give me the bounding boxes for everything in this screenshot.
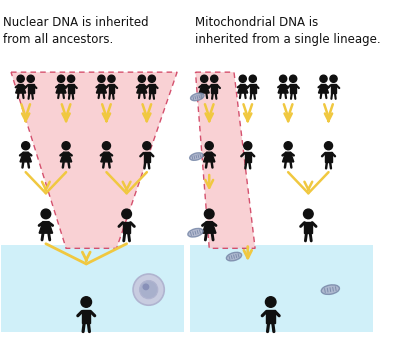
Ellipse shape	[227, 252, 242, 261]
Polygon shape	[304, 222, 312, 233]
Circle shape	[249, 75, 256, 82]
Circle shape	[211, 75, 218, 82]
Polygon shape	[82, 310, 90, 323]
Polygon shape	[250, 85, 256, 93]
Polygon shape	[123, 222, 130, 233]
Text: Nuclear DNA is inherited
from all ancestors.: Nuclear DNA is inherited from all ancest…	[3, 16, 148, 46]
Circle shape	[284, 142, 292, 150]
Polygon shape	[97, 85, 106, 93]
Polygon shape	[11, 72, 177, 248]
Polygon shape	[39, 222, 53, 233]
Polygon shape	[196, 72, 255, 248]
Bar	[1, 245, 184, 332]
Circle shape	[62, 142, 70, 150]
Polygon shape	[330, 85, 336, 93]
Polygon shape	[61, 152, 72, 162]
Circle shape	[265, 297, 276, 307]
Circle shape	[303, 209, 313, 219]
Circle shape	[27, 75, 34, 82]
Polygon shape	[267, 310, 275, 323]
Circle shape	[102, 142, 110, 150]
Circle shape	[205, 142, 213, 150]
Circle shape	[138, 75, 145, 82]
Circle shape	[41, 209, 51, 219]
Circle shape	[280, 75, 287, 82]
Circle shape	[133, 274, 164, 305]
Polygon shape	[137, 85, 147, 93]
Polygon shape	[144, 152, 150, 162]
Circle shape	[139, 280, 158, 299]
Circle shape	[143, 142, 151, 150]
Circle shape	[58, 75, 65, 82]
Circle shape	[290, 75, 297, 82]
Circle shape	[201, 75, 208, 82]
Circle shape	[122, 209, 131, 219]
Circle shape	[98, 75, 105, 82]
Polygon shape	[202, 222, 216, 233]
Circle shape	[67, 75, 75, 82]
Polygon shape	[211, 85, 217, 93]
Circle shape	[142, 283, 149, 290]
Circle shape	[17, 75, 24, 82]
Polygon shape	[109, 85, 115, 93]
Polygon shape	[290, 85, 296, 93]
Text: Mitochondrial DNA is
inherited from a single lineage.: Mitochondrial DNA is inherited from a si…	[196, 16, 381, 46]
Polygon shape	[149, 85, 155, 93]
Polygon shape	[199, 85, 209, 93]
Ellipse shape	[191, 93, 204, 101]
Ellipse shape	[190, 153, 203, 160]
Polygon shape	[204, 152, 215, 162]
Polygon shape	[238, 85, 248, 93]
Polygon shape	[245, 152, 251, 162]
Polygon shape	[20, 152, 31, 162]
Circle shape	[239, 75, 246, 82]
Polygon shape	[68, 85, 74, 93]
Circle shape	[204, 209, 214, 219]
Polygon shape	[325, 152, 332, 162]
Polygon shape	[56, 85, 66, 93]
Circle shape	[330, 75, 337, 82]
Polygon shape	[319, 85, 328, 93]
Circle shape	[148, 75, 155, 82]
Circle shape	[324, 142, 333, 150]
Polygon shape	[28, 85, 34, 93]
Polygon shape	[278, 85, 288, 93]
Ellipse shape	[188, 228, 203, 237]
Polygon shape	[16, 85, 26, 93]
Circle shape	[244, 142, 252, 150]
Polygon shape	[283, 152, 294, 162]
Bar	[190, 245, 373, 332]
Circle shape	[22, 142, 30, 150]
Circle shape	[108, 75, 115, 82]
Circle shape	[81, 297, 92, 307]
Polygon shape	[101, 152, 112, 162]
Ellipse shape	[321, 285, 339, 294]
Circle shape	[320, 75, 327, 82]
